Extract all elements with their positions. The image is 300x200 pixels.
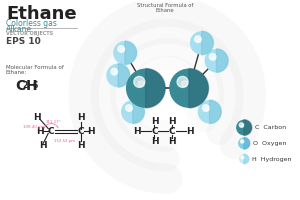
Text: Ethane: Ethane xyxy=(6,5,76,23)
Circle shape xyxy=(236,120,252,135)
Text: H: H xyxy=(168,117,176,126)
Circle shape xyxy=(241,125,244,127)
Circle shape xyxy=(113,41,137,65)
Text: H: H xyxy=(186,127,194,136)
Text: C: C xyxy=(77,127,84,136)
Text: H: H xyxy=(151,117,158,126)
Text: C: C xyxy=(169,127,175,136)
Circle shape xyxy=(126,69,165,108)
Circle shape xyxy=(111,68,118,75)
Circle shape xyxy=(121,48,124,52)
Circle shape xyxy=(169,69,208,108)
Circle shape xyxy=(242,141,244,143)
Polygon shape xyxy=(216,49,228,72)
Polygon shape xyxy=(118,64,130,87)
Text: H  Hydrogen: H Hydrogen xyxy=(252,157,291,162)
Text: H: H xyxy=(26,79,37,93)
Text: Alkane: Alkane xyxy=(6,25,32,34)
Text: 153.52 pm: 153.52 pm xyxy=(54,139,76,143)
Circle shape xyxy=(121,100,145,124)
Text: Molecular Formula of: Molecular Formula of xyxy=(6,65,64,70)
Text: H: H xyxy=(36,127,43,136)
Text: H: H xyxy=(34,113,41,122)
Text: H: H xyxy=(87,127,94,136)
Text: Colorless gas: Colorless gas xyxy=(6,19,57,28)
Circle shape xyxy=(239,123,244,127)
Polygon shape xyxy=(133,100,145,124)
Text: 6: 6 xyxy=(32,81,38,90)
Circle shape xyxy=(238,137,250,149)
Text: 109.40 pm: 109.40 pm xyxy=(23,125,44,129)
Circle shape xyxy=(190,31,214,55)
Circle shape xyxy=(118,46,124,52)
Text: C: C xyxy=(16,79,26,93)
Circle shape xyxy=(240,140,244,143)
Circle shape xyxy=(197,39,201,42)
Text: H: H xyxy=(40,141,47,150)
Text: 111.17°: 111.17° xyxy=(45,120,61,124)
Circle shape xyxy=(195,36,201,42)
Polygon shape xyxy=(209,100,221,124)
Text: O  Oxygen: O Oxygen xyxy=(253,141,286,146)
Text: C: C xyxy=(151,127,158,136)
Polygon shape xyxy=(244,120,252,135)
Circle shape xyxy=(205,49,228,72)
Polygon shape xyxy=(125,41,137,65)
Circle shape xyxy=(239,154,249,164)
Circle shape xyxy=(134,76,145,87)
Circle shape xyxy=(128,107,132,111)
Text: H: H xyxy=(77,141,85,150)
Circle shape xyxy=(205,107,209,111)
Text: C  Carbon: C Carbon xyxy=(255,125,286,130)
Polygon shape xyxy=(146,69,165,108)
Text: Ethane: Ethane xyxy=(156,8,175,13)
Circle shape xyxy=(209,54,216,60)
Circle shape xyxy=(177,76,188,87)
Polygon shape xyxy=(244,154,249,164)
Text: Structural Formula of: Structural Formula of xyxy=(137,3,194,8)
Text: 2: 2 xyxy=(22,81,27,90)
Polygon shape xyxy=(202,31,214,55)
Text: H: H xyxy=(151,137,158,146)
Circle shape xyxy=(202,105,209,111)
Circle shape xyxy=(198,100,221,124)
Polygon shape xyxy=(189,69,208,108)
Circle shape xyxy=(241,156,244,159)
Text: Ethane:: Ethane: xyxy=(6,70,27,75)
Text: C: C xyxy=(48,127,55,136)
Circle shape xyxy=(114,71,117,75)
Circle shape xyxy=(182,81,188,87)
Text: EPS 10: EPS 10 xyxy=(6,37,41,46)
Text: VECTOR OBJECTS: VECTOR OBJECTS xyxy=(6,31,53,36)
Circle shape xyxy=(106,64,130,87)
Circle shape xyxy=(242,157,244,159)
Text: H: H xyxy=(133,127,141,136)
Text: H: H xyxy=(168,137,176,146)
Text: H: H xyxy=(77,113,85,122)
Circle shape xyxy=(212,56,216,60)
Polygon shape xyxy=(244,137,250,149)
Circle shape xyxy=(126,105,132,111)
Circle shape xyxy=(138,81,144,87)
